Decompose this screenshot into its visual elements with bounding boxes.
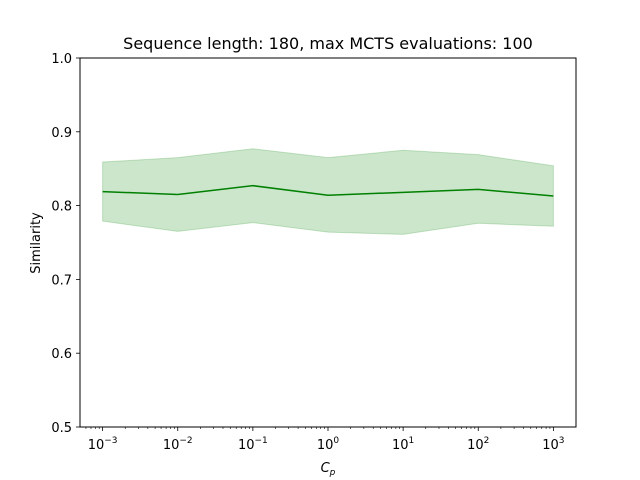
x-axis-label-main: C [321,461,331,476]
x-tick-label: 10−3 [88,436,118,453]
x-tick-label: 103 [542,436,564,453]
x-tick-label: 101 [392,436,414,453]
plot-area [102,148,554,235]
y-tick-label: 0.7 [51,273,72,288]
y-axis-label: Similarity [29,212,44,274]
y-axis: 0.5 0.6 0.7 0.8 0.9 1.0 [51,52,80,436]
chart-title: Sequence length: 180, max MCTS evaluatio… [123,34,533,53]
series-line [102,184,554,197]
y-tick-label: 0.6 [51,347,72,362]
y-tick-label: 0.8 [51,200,72,215]
y-tick-label: 0.5 [51,421,72,436]
x-axis-label-sub: p [329,468,336,478]
x-axis-label: Cp [321,461,336,478]
x-tick-label: 100 [317,436,340,453]
y-tick-label: 0.9 [51,126,72,141]
x-tick-label: 102 [467,436,489,453]
y-tick-label: 1.0 [51,52,72,67]
x-tick-label: 10−1 [238,436,268,453]
x-axis: 10−3 10−2 10−1 100 101 102 103 [85,427,565,453]
confidence-band [102,148,554,235]
x-tick-label: 10−2 [163,436,193,453]
